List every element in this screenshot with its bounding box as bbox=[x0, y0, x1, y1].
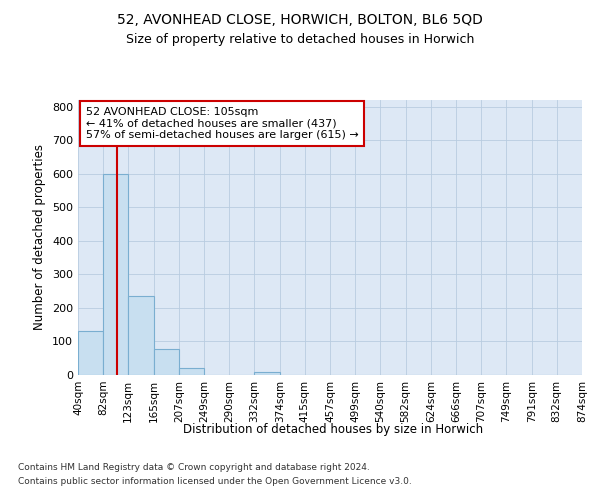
Bar bbox=[103, 174, 128, 375]
Bar bbox=[128, 296, 154, 375]
Text: Size of property relative to detached houses in Horwich: Size of property relative to detached ho… bbox=[126, 32, 474, 46]
Bar bbox=[179, 368, 205, 375]
Bar bbox=[154, 349, 179, 375]
Text: 52 AVONHEAD CLOSE: 105sqm
← 41% of detached houses are smaller (437)
57% of semi: 52 AVONHEAD CLOSE: 105sqm ← 41% of detac… bbox=[86, 107, 358, 140]
Text: Contains HM Land Registry data © Crown copyright and database right 2024.: Contains HM Land Registry data © Crown c… bbox=[18, 462, 370, 471]
Y-axis label: Number of detached properties: Number of detached properties bbox=[34, 144, 46, 330]
Text: Contains public sector information licensed under the Open Government Licence v3: Contains public sector information licen… bbox=[18, 478, 412, 486]
Bar bbox=[78, 332, 103, 375]
Text: Distribution of detached houses by size in Horwich: Distribution of detached houses by size … bbox=[183, 422, 483, 436]
Text: 52, AVONHEAD CLOSE, HORWICH, BOLTON, BL6 5QD: 52, AVONHEAD CLOSE, HORWICH, BOLTON, BL6… bbox=[117, 12, 483, 26]
Bar bbox=[254, 372, 280, 375]
